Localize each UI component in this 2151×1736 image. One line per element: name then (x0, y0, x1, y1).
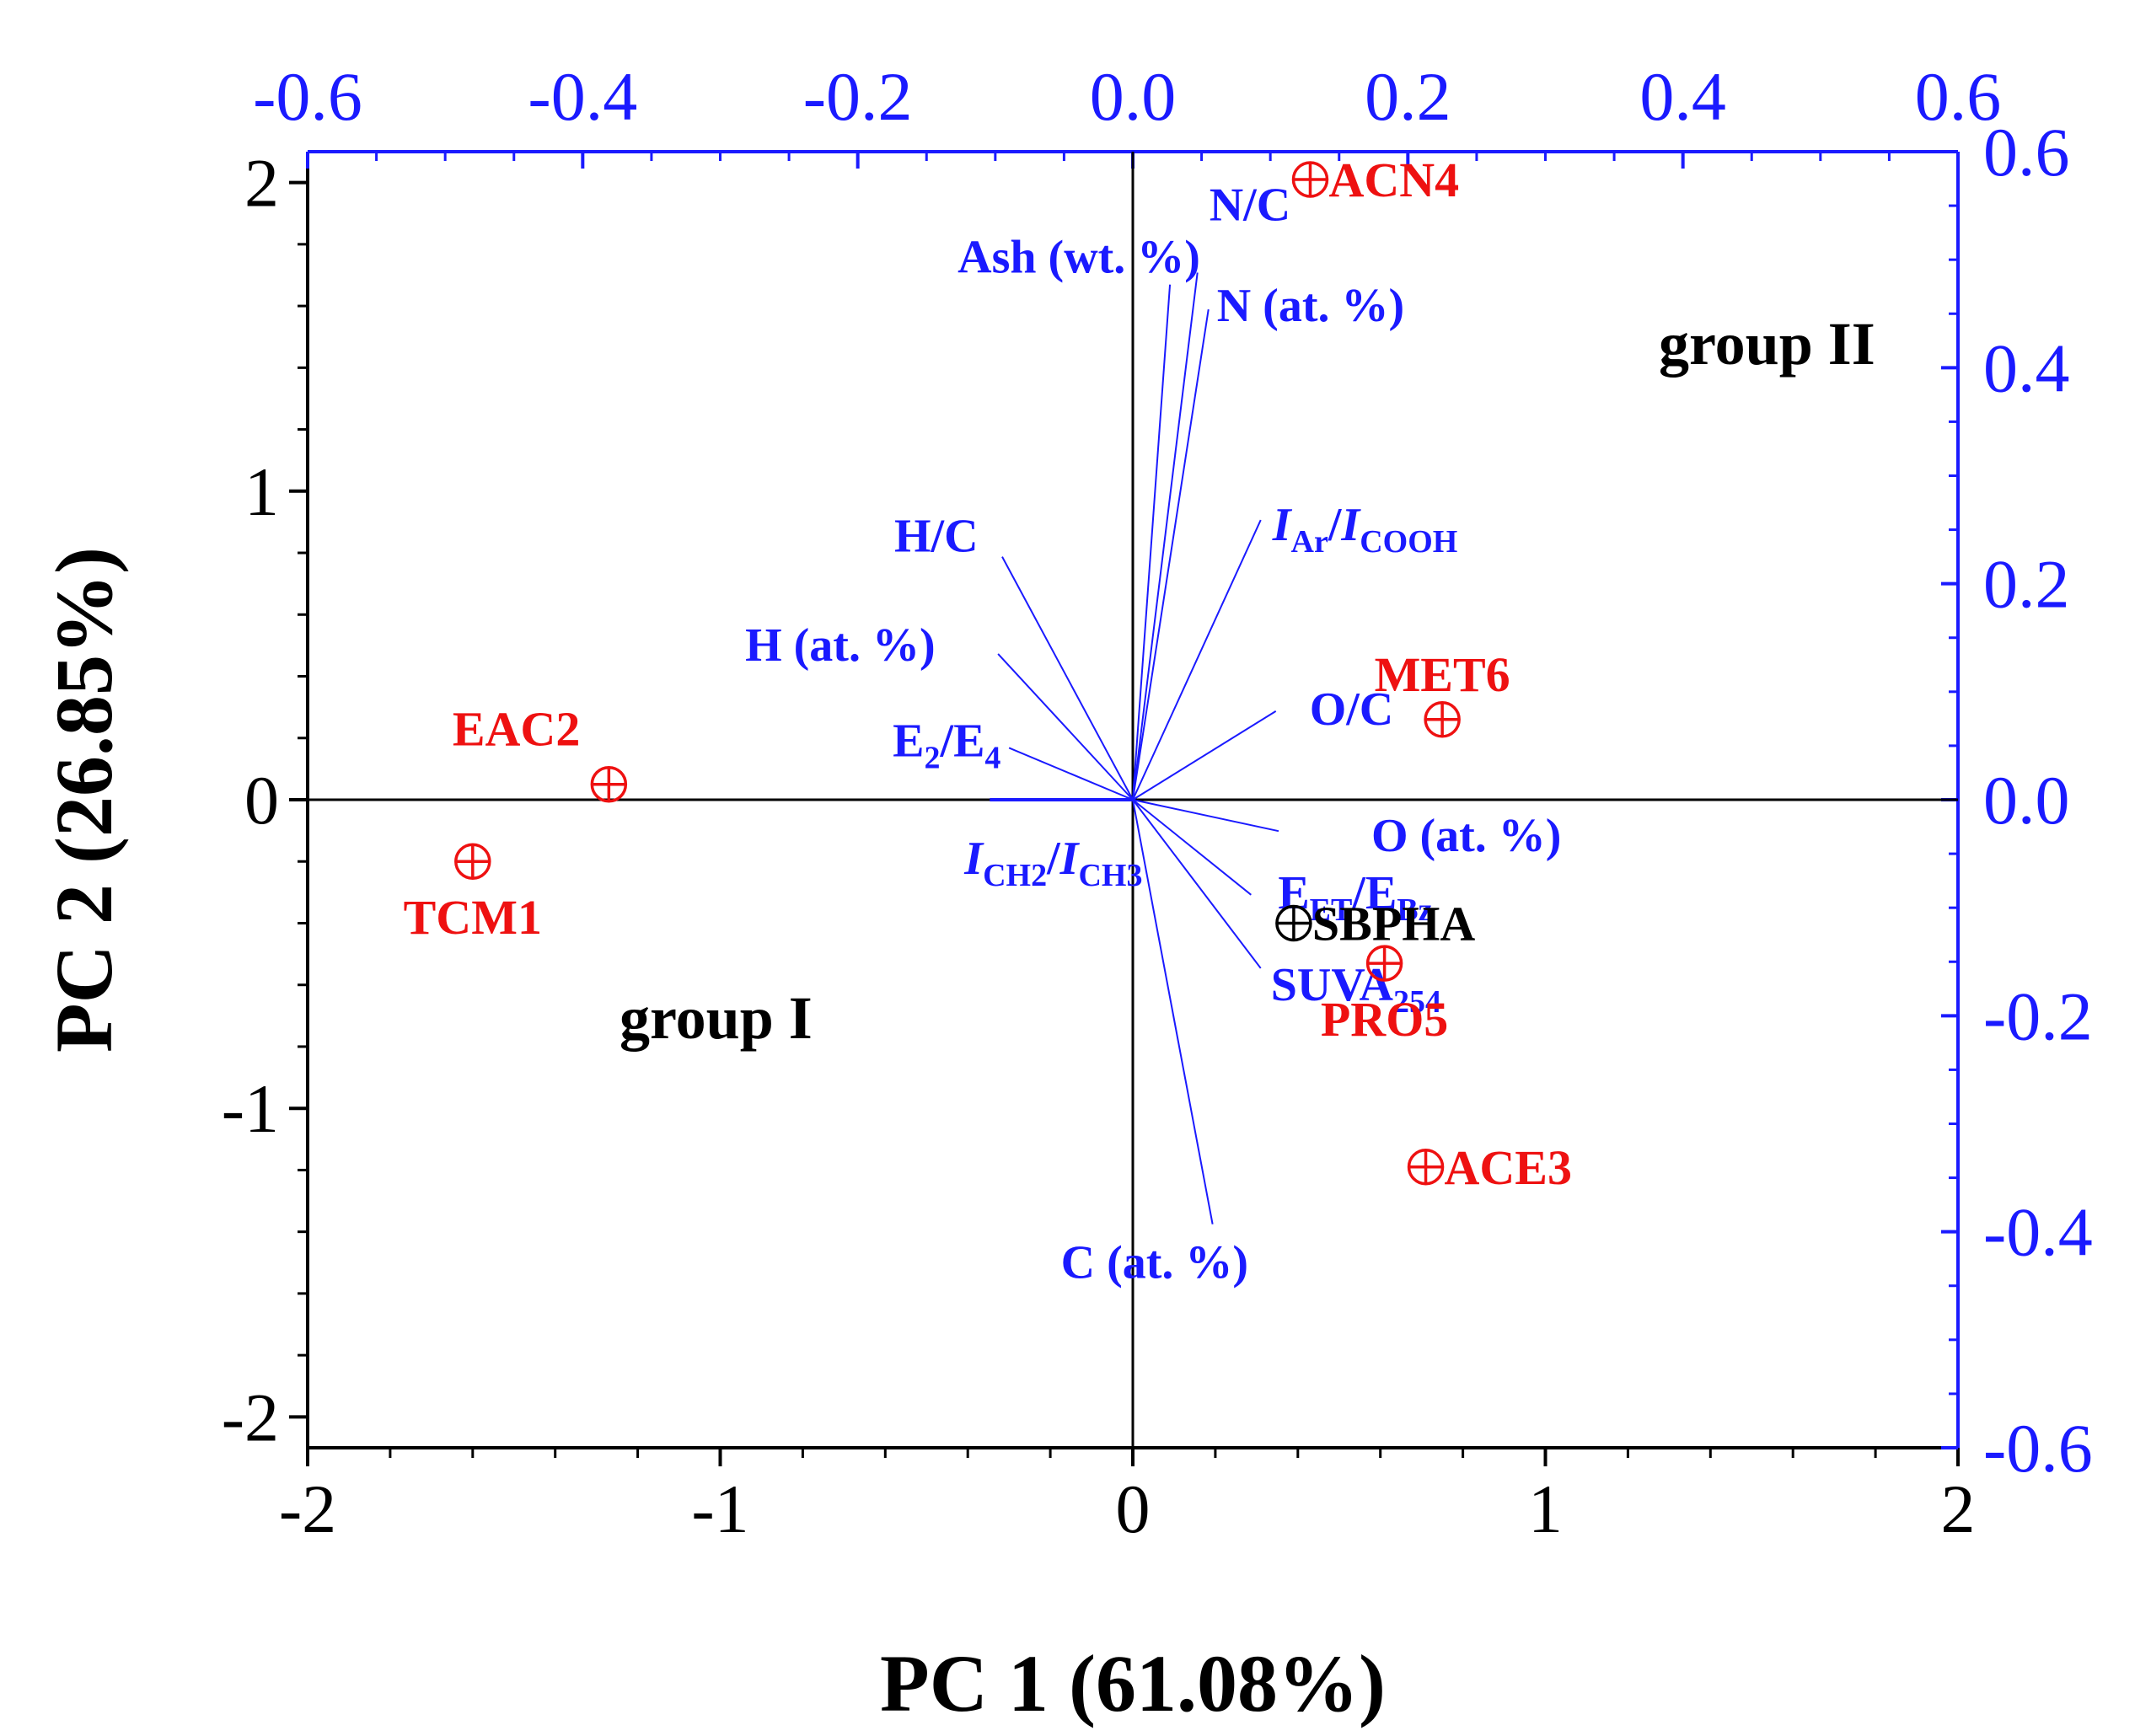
x-axis-title: PC 1 (61.08%) (880, 1638, 1386, 1728)
loading-label-iar: IAr/ICOOH (1272, 499, 1458, 560)
right-tick-label: -0.4 (1983, 1194, 2093, 1271)
loading-vector-eet (1132, 799, 1252, 896)
x-tick-label: -1 (691, 1471, 748, 1547)
loading-vector-hc (1001, 556, 1134, 801)
top-tick-label: -0.6 (253, 58, 362, 135)
loading-vector-n (1132, 308, 1210, 801)
group-1-label: group I (620, 984, 813, 1052)
group-2-label: group II (1659, 310, 1875, 378)
x-tick-label: -2 (279, 1471, 336, 1547)
loading-vector-e2e4 (1008, 747, 1134, 801)
loading-label-e2e4: E2/E4 (893, 715, 1000, 775)
top-tick-label: 0.4 (1639, 58, 1726, 135)
top-tick-label: -0.4 (528, 58, 637, 135)
score-point-ace3: ACE3 (1407, 1140, 1572, 1195)
y-tick-label: -2 (222, 1379, 279, 1455)
loading-label-ash: Ash (wt. %) (957, 232, 1200, 284)
top-tick-label: -0.2 (803, 58, 913, 135)
top-tick-label: 0.6 (1915, 58, 2002, 135)
loading-label-suva: SUVA254 (1271, 959, 1441, 1020)
loading-label-eet: EET/EBz (1278, 867, 1432, 928)
loading-vector-c (1132, 799, 1214, 1224)
right-tick-label: 0.2 (1983, 546, 2070, 623)
score-point-sbpha: SBPHA (1275, 896, 1475, 951)
x-tick-label: 2 (1941, 1471, 1976, 1547)
x-tick-label: 1 (1528, 1471, 1563, 1547)
score-label-pro5: PRO5 (1321, 992, 1448, 1047)
y-tick-label: 0 (244, 762, 279, 839)
score-label-ace3: ACE3 (1445, 1140, 1572, 1195)
loading-vector-o (1132, 799, 1279, 833)
loading-vector-nc (1132, 272, 1199, 801)
loading-label-h: H (at. %) (745, 619, 936, 672)
right-tick-label: -0.6 (1983, 1410, 2093, 1487)
score-point-tcm1: TCM1 (404, 843, 542, 945)
right-tick-label: 0.4 (1983, 330, 2070, 406)
loading-vector-h (997, 653, 1134, 801)
score-label-eac2: EAC2 (453, 702, 580, 757)
loading-label-n: N (at. %) (1217, 280, 1404, 332)
score-label-sbpha: SBPHA (1312, 896, 1475, 951)
top-tick-label: 0.0 (1090, 58, 1177, 135)
y-tick-label: 1 (244, 453, 279, 530)
score-label-tcm1: TCM1 (404, 890, 542, 945)
loading-label-oc: O/C (1310, 683, 1394, 736)
right-tick-label: 0.6 (1983, 114, 2070, 190)
y-tick-label: -1 (222, 1070, 279, 1147)
x-tick-label: 0 (1116, 1471, 1151, 1547)
right-tick-label: 0.0 (1983, 762, 2070, 839)
loading-vector-iar (1132, 519, 1262, 801)
top-tick-label: 0.2 (1365, 58, 1451, 135)
loading-label-ich2: ICH2/ICH3 (963, 833, 1142, 893)
loading-label-nc: N/C (1210, 179, 1290, 232)
loading-label-c: C (at. %) (1061, 1237, 1248, 1289)
score-point-met6: MET6 (1375, 647, 1510, 738)
score-label-met6: MET6 (1375, 647, 1510, 702)
loading-vectors (990, 272, 1279, 1224)
score-points: TCM1 EAC2 ACE3 ACN4 PRO5 MET6 SBPHA (404, 153, 1572, 1195)
y-tick-label: 2 (244, 145, 279, 222)
loading-vector-suva (1132, 799, 1262, 969)
right-tick-label: -0.2 (1983, 978, 2093, 1054)
loading-vector-ash (1132, 284, 1172, 801)
y-axis-title: PC 2 (26.85%) (39, 547, 129, 1053)
score-label-acn4: ACN4 (1328, 153, 1459, 207)
loading-labels: Ash (wt. %)N/C N (at. %) IAr/ICOOH O/C O (at… (745, 179, 1561, 1289)
loading-vector-oc (1132, 710, 1277, 801)
score-point-eac2: EAC2 (453, 702, 628, 803)
score-point-acn4: ACN4 (1291, 153, 1459, 207)
loading-label-o: O (at. %) (1371, 810, 1562, 862)
score-point-pro5: PRO5 (1321, 945, 1448, 1047)
loading-label-hc: H/C (894, 511, 979, 563)
